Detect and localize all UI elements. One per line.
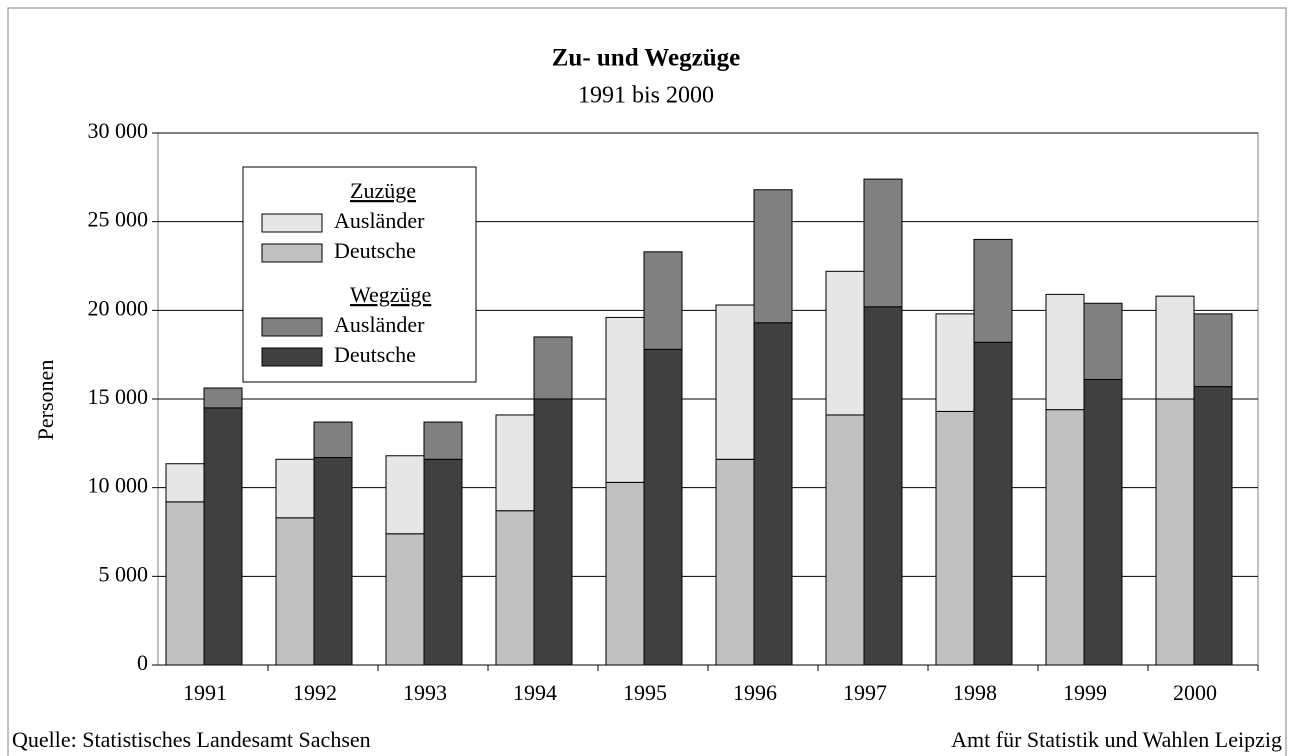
- bar-segment: [1155, 398, 1195, 666]
- bar-segment: [863, 178, 903, 308]
- bar-segment: [203, 387, 243, 409]
- bar-segment: [825, 414, 865, 666]
- chart-title: Zu- und Wegzüge: [552, 45, 740, 72]
- bar-segment: [1045, 293, 1085, 411]
- legend-group-title: Zuzüge: [350, 178, 416, 203]
- x-tick-label: 1994: [513, 680, 557, 705]
- bar-segment: [423, 458, 463, 666]
- bar-segment: [385, 455, 425, 535]
- bar-segment: [203, 407, 243, 666]
- y-tick-label: 10 000: [88, 473, 149, 498]
- legend-group-title: Wegzüge: [350, 282, 431, 307]
- legend-swatch: [261, 213, 323, 233]
- bar-segment: [715, 304, 755, 460]
- x-tick-label: 1996: [733, 680, 777, 705]
- bar-segment: [825, 270, 865, 416]
- bar-segment: [1083, 378, 1123, 666]
- bar-segment: [533, 398, 573, 666]
- y-tick-label: 5 000: [99, 561, 149, 586]
- bar-segment: [275, 517, 315, 666]
- legend-swatch: [261, 347, 323, 367]
- bar-segment: [715, 458, 755, 666]
- legend-swatch: [261, 243, 323, 263]
- bar-segment: [643, 348, 683, 666]
- legend-swatch: [261, 317, 323, 337]
- bar-segment: [275, 458, 315, 519]
- legend-box: [242, 166, 477, 383]
- bar-segment: [1045, 409, 1085, 666]
- chart-subtitle: 1991 bis 2000: [578, 83, 714, 109]
- x-tick-label: 1998: [953, 680, 997, 705]
- bar-segment: [935, 313, 975, 412]
- x-tick-label: 1991: [183, 680, 227, 705]
- legend-label: Ausländer: [334, 312, 425, 337]
- frame: [7, 7, 1287, 756]
- y-tick-label: 0: [137, 650, 148, 675]
- x-tick-label: 1992: [293, 680, 337, 705]
- source-left: Quelle: Statistisches Landesamt Sachsen: [12, 727, 371, 752]
- bar-segment: [313, 421, 353, 459]
- x-tick-label: 1999: [1063, 680, 1107, 705]
- bar-segment: [495, 510, 535, 666]
- x-tick-label: 2000: [1173, 680, 1217, 705]
- bar-segment: [1083, 302, 1123, 380]
- y-tick-label: 20 000: [88, 295, 149, 320]
- y-tick-label: 15 000: [88, 384, 149, 409]
- bar-segment: [1155, 295, 1195, 400]
- legend-label: Deutsche: [334, 238, 416, 263]
- x-tick-label: 1993: [403, 680, 447, 705]
- bar-segment: [165, 463, 205, 503]
- bar-segment: [1193, 386, 1233, 666]
- legend-label: Ausländer: [334, 208, 425, 233]
- x-tick-label: 1995: [623, 680, 667, 705]
- bar-segment: [165, 501, 205, 666]
- bar-segment: [605, 481, 645, 666]
- bar-segment: [753, 322, 793, 666]
- bar-segment: [863, 306, 903, 666]
- bar-segment: [973, 238, 1013, 343]
- y-tick-label: 30 000: [88, 118, 149, 143]
- y-tick-label: 25 000: [88, 207, 149, 232]
- bar-segment: [935, 410, 975, 666]
- bar-segment: [973, 341, 1013, 666]
- bar-segment: [495, 414, 535, 512]
- bar-segment: [643, 251, 683, 350]
- bar-segment: [313, 457, 353, 666]
- bar-segment: [605, 316, 645, 483]
- source-right: Amt für Statistik und Wahlen Leipzig: [951, 727, 1282, 752]
- y-axis-label: Personen: [33, 360, 58, 441]
- bar-segment: [1193, 313, 1233, 388]
- x-tick-label: 1997: [843, 680, 887, 705]
- legend-label: Deutsche: [334, 342, 416, 367]
- bar-segment: [533, 336, 573, 400]
- bar-segment: [753, 189, 793, 324]
- bar-segment: [423, 421, 463, 460]
- bar-segment: [385, 533, 425, 666]
